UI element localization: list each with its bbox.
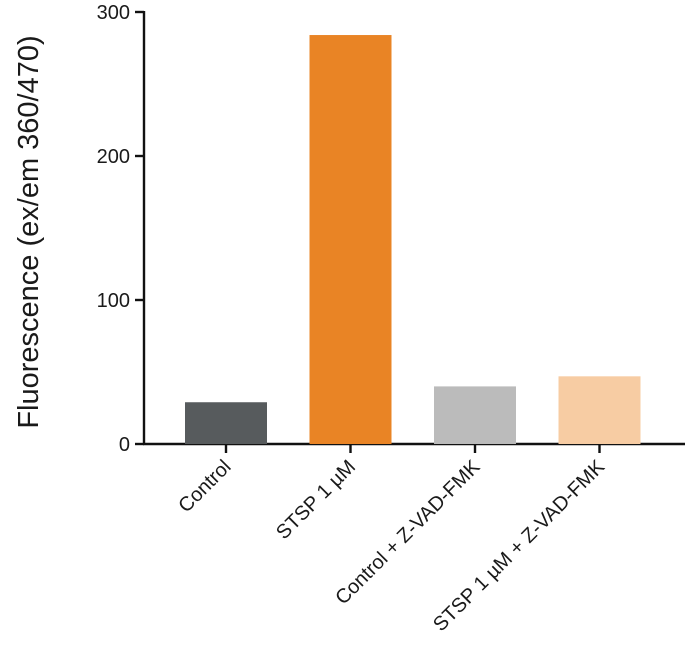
y-ticks: 0 100 200 300 <box>97 2 144 456</box>
x-tick-label: STSP 1 µM <box>272 456 360 544</box>
y-tick-label: 300 <box>97 2 130 24</box>
bar <box>309 35 392 444</box>
bar <box>434 386 516 444</box>
y-tick-label: 0 <box>119 434 130 456</box>
x-tick-label: Control <box>174 456 235 517</box>
bars <box>185 35 641 444</box>
bar <box>558 376 641 444</box>
y-tick-label: 100 <box>97 290 130 312</box>
bar <box>185 402 267 444</box>
y-axis: 0 100 200 300 Fluorescence (ex/em 360/470) <box>13 2 146 456</box>
y-axis-title: Fluorescence (ex/em 360/470) <box>13 35 45 428</box>
y-tick-label: 200 <box>97 146 130 168</box>
